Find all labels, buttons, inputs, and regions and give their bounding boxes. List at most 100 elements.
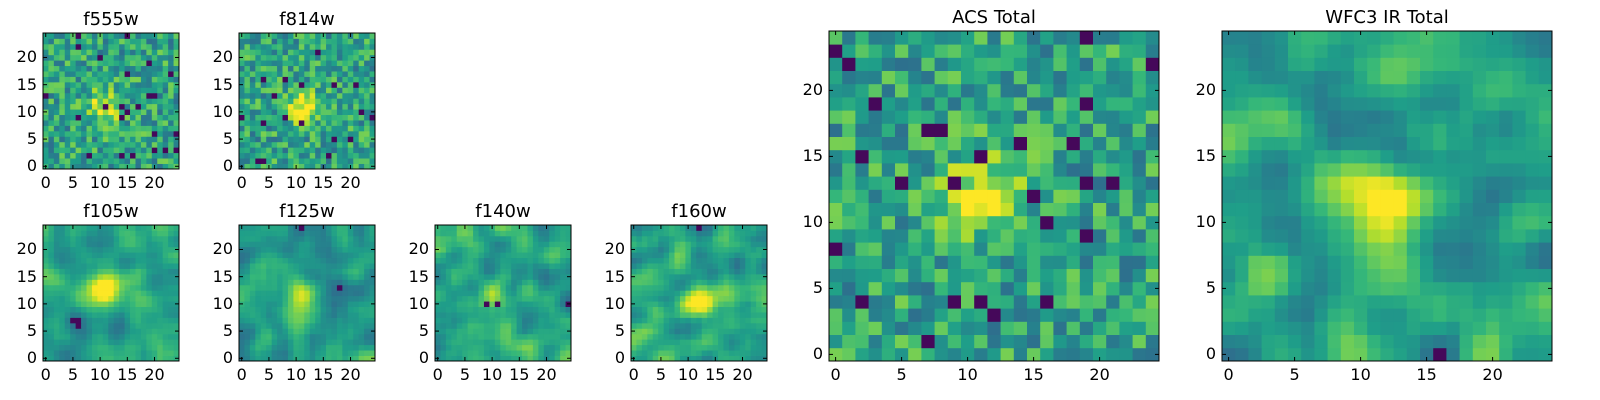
heatmap-cell bbox=[151, 38, 158, 45]
heatmap-cell bbox=[636, 333, 643, 340]
heatmap-cell bbox=[868, 163, 883, 177]
heatmap-cell bbox=[277, 130, 283, 137]
heatmap-cell bbox=[690, 252, 697, 259]
heatmap-cell bbox=[70, 141, 77, 148]
heatmap-cell bbox=[647, 268, 654, 275]
heatmap-cell bbox=[532, 230, 539, 237]
heatmap-cell bbox=[358, 103, 365, 110]
heatmap-cell bbox=[358, 98, 365, 105]
heatmap-cell bbox=[309, 49, 316, 56]
heatmap-cell bbox=[266, 235, 273, 242]
heatmap-cell bbox=[309, 92, 316, 99]
heatmap-cell bbox=[1354, 176, 1368, 190]
heatmap-cell bbox=[266, 284, 273, 291]
heatmap-cell bbox=[293, 87, 300, 94]
heatmap-cell bbox=[119, 76, 125, 83]
heatmap-cell bbox=[287, 230, 294, 237]
heatmap-cell bbox=[718, 322, 724, 329]
heatmap-cell bbox=[565, 257, 572, 264]
heatmap-cell bbox=[734, 225, 741, 231]
heatmap-cell bbox=[1525, 347, 1540, 362]
heatmap-cell bbox=[696, 273, 703, 280]
heatmap-cell bbox=[1274, 321, 1289, 335]
heatmap-cell bbox=[353, 317, 360, 324]
heatmap-cell bbox=[1499, 189, 1513, 203]
heatmap-cell bbox=[364, 71, 370, 77]
heatmap-cell bbox=[168, 350, 174, 356]
heatmap-cell bbox=[895, 281, 909, 296]
heatmap-cell bbox=[336, 54, 343, 61]
heatmap-cell bbox=[271, 301, 278, 307]
heatmap-cell bbox=[728, 290, 735, 297]
heatmap-cell bbox=[516, 257, 523, 264]
heatmap-cell bbox=[168, 98, 174, 105]
heatmap-cell bbox=[43, 344, 49, 351]
heatmap-cell bbox=[1066, 149, 1081, 164]
heatmap-cell bbox=[467, 241, 474, 248]
heatmap-cell bbox=[908, 136, 922, 151]
heatmap-cell bbox=[81, 344, 87, 351]
heatmap-cell bbox=[81, 230, 87, 237]
heatmap-cell bbox=[157, 38, 164, 45]
heatmap-cell bbox=[173, 130, 180, 137]
heatmap-cell bbox=[494, 284, 501, 291]
heatmap-cell bbox=[652, 344, 659, 351]
heatmap-cell bbox=[97, 252, 104, 259]
heatmap-cell bbox=[298, 103, 305, 110]
heatmap-cell bbox=[1512, 189, 1526, 203]
heatmap-cell bbox=[756, 230, 762, 237]
heatmap-cell bbox=[440, 279, 447, 286]
heatmap-cell bbox=[527, 235, 534, 242]
heatmap-cell bbox=[140, 350, 147, 356]
heatmap-cell bbox=[554, 355, 561, 362]
heatmap-cell bbox=[255, 312, 262, 318]
heatmap-cell bbox=[1106, 136, 1120, 151]
heatmap-cell bbox=[663, 322, 670, 329]
heatmap-cell bbox=[451, 295, 458, 302]
heatmap-cell bbox=[1274, 334, 1289, 349]
heatmap-cell bbox=[522, 322, 528, 329]
heatmap-cell bbox=[53, 322, 60, 329]
heatmap-cell bbox=[157, 257, 164, 264]
heatmap-cell bbox=[1486, 242, 1500, 256]
heatmap-cell bbox=[842, 255, 856, 269]
heatmap-cell bbox=[674, 252, 681, 259]
heatmap-cell bbox=[500, 225, 507, 231]
heatmap-cell bbox=[494, 279, 501, 286]
heatmap-cell bbox=[113, 54, 120, 61]
heatmap-cell bbox=[1053, 57, 1067, 71]
heatmap-cell bbox=[287, 158, 294, 164]
heatmap-cell bbox=[1327, 334, 1342, 349]
heatmap-cell bbox=[43, 38, 49, 45]
heatmap-cell bbox=[157, 328, 164, 335]
heatmap-cell bbox=[1459, 295, 1474, 309]
heatmap-cell bbox=[1301, 229, 1315, 243]
heatmap-cell bbox=[249, 98, 256, 105]
heatmap-cell bbox=[135, 268, 142, 275]
heatmap-cell bbox=[326, 328, 332, 335]
heatmap-cell bbox=[560, 241, 566, 248]
heatmap-cell bbox=[331, 333, 338, 340]
heatmap-cell bbox=[750, 284, 757, 291]
heatmap-cell bbox=[342, 60, 349, 67]
heatmap-cell bbox=[81, 163, 87, 170]
heatmap-cell bbox=[59, 81, 66, 88]
heatmap-cell bbox=[723, 263, 730, 269]
heatmap-cell bbox=[282, 76, 289, 83]
heatmap-cell bbox=[669, 290, 675, 297]
heatmap-cell bbox=[456, 344, 463, 351]
y-tick-label: 5 bbox=[26, 321, 37, 341]
heatmap-cell bbox=[298, 81, 305, 88]
heatmap-cell bbox=[75, 306, 82, 313]
heatmap-cell bbox=[108, 279, 115, 286]
heatmap-cell bbox=[538, 317, 545, 324]
heatmap-cell bbox=[309, 322, 316, 329]
heatmap-cell bbox=[108, 120, 115, 126]
heatmap-cell bbox=[326, 130, 332, 137]
heatmap-cell bbox=[739, 312, 746, 318]
heatmap-cell bbox=[658, 317, 665, 324]
heatmap-cell bbox=[895, 176, 909, 190]
heatmap-cell bbox=[974, 83, 988, 98]
heatmap-cell bbox=[43, 295, 49, 302]
heatmap-cell bbox=[1040, 57, 1054, 71]
